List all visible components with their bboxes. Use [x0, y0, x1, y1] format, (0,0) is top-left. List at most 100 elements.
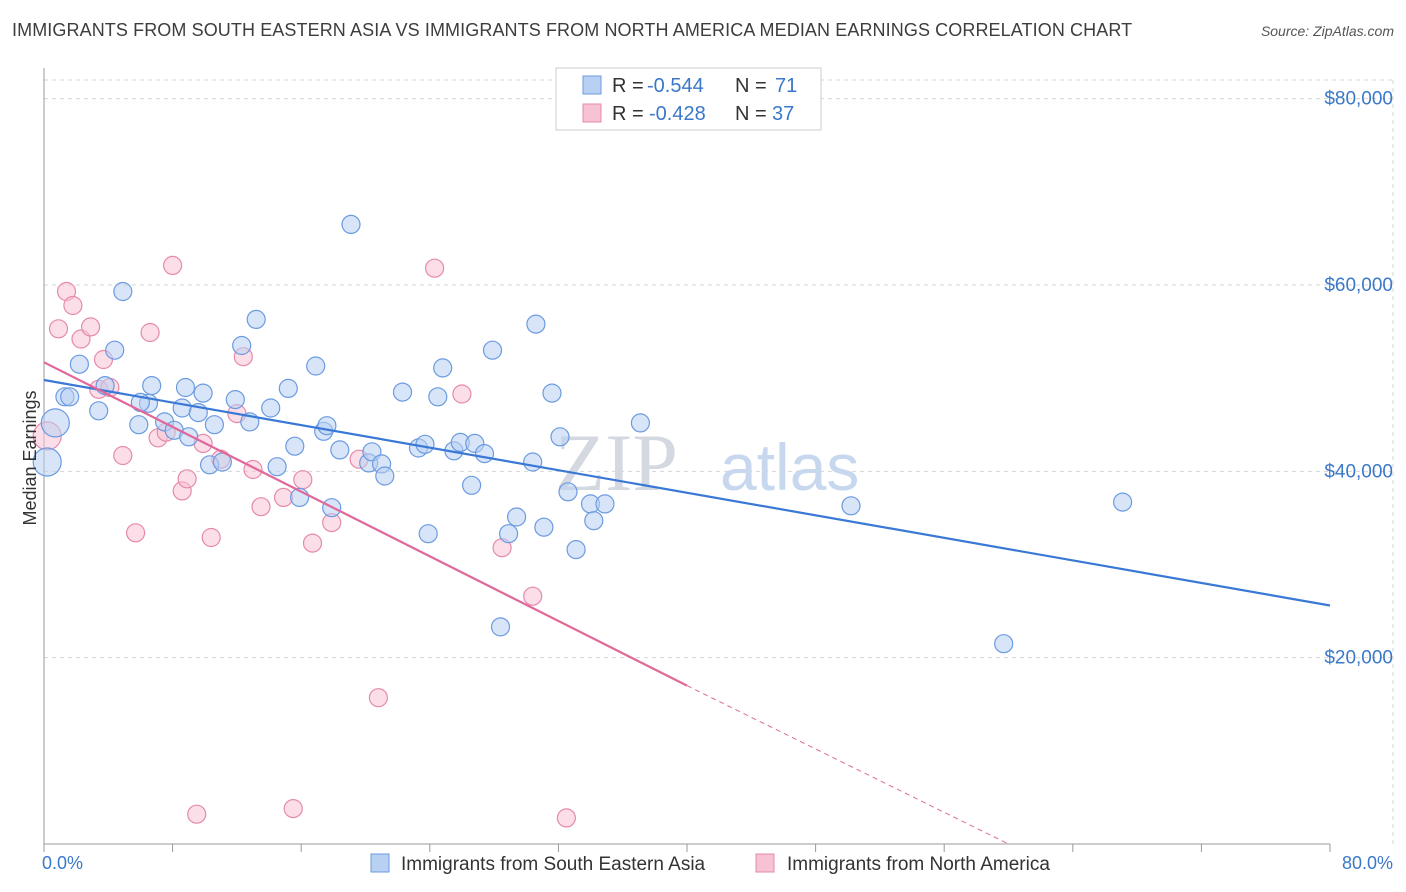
- chart-title: IMMIGRANTS FROM SOUTH EASTERN ASIA VS IM…: [12, 20, 1133, 40]
- point-na-24: [251, 497, 271, 517]
- point-sea-39: [392, 382, 413, 402]
- point-sea-13: [172, 398, 192, 418]
- point-sea-23: [246, 309, 266, 329]
- point-na-35: [523, 586, 543, 606]
- y-tick-label-2: $60,000: [1324, 275, 1393, 296]
- source-credit: Source: ZipAtlas.com: [1260, 23, 1394, 39]
- y-tick-labels: $20,000 $40,000 $60,000 $80,000: [1324, 89, 1393, 669]
- bottom-legend-swatch-pink: [755, 853, 775, 873]
- legend-r-label-1: R =: [612, 75, 644, 97]
- legend-n-label-2: N =: [735, 103, 767, 125]
- point-sea-60: [566, 539, 586, 560]
- point-na-14: [163, 255, 183, 275]
- y-tick-label-0: $20,000: [1324, 648, 1393, 669]
- legend-r-value-2: -0.428: [649, 103, 706, 125]
- point-sea-27: [285, 436, 305, 456]
- point-na-28: [302, 533, 323, 553]
- point-sea-66: [994, 634, 1014, 654]
- point-sea-70: [179, 427, 199, 447]
- point-sea-6: [105, 340, 125, 360]
- gridlines: [44, 79, 1394, 844]
- point-na-26: [283, 798, 303, 819]
- y-tick-label-3: $80,000: [1324, 89, 1393, 110]
- trend-lines: [43, 361, 1331, 845]
- point-na-3: [63, 295, 83, 316]
- point-sea-51: [490, 617, 511, 637]
- trend-line-na-extension: [686, 685, 1009, 845]
- x-tick-label-0: 0.0%: [42, 853, 83, 873]
- point-sea-64: [630, 413, 651, 433]
- y-axis-label: Median Earnings: [20, 390, 40, 525]
- point-sea-52: [499, 524, 519, 544]
- point-sea-3: [60, 387, 80, 407]
- point-na-17: [187, 804, 207, 824]
- point-sea-18: [204, 415, 224, 435]
- point-sea-8: [129, 415, 149, 435]
- point-na-10: [126, 523, 146, 543]
- bottom-legend-swatch-blue: [370, 853, 390, 873]
- watermark-atlas: atlas: [720, 430, 859, 504]
- bottom-legend-label-pink: Immigrants from North America: [787, 854, 1050, 875]
- point-na-1: [48, 319, 69, 339]
- point-sea-33: [330, 440, 350, 460]
- point-sea-49: [474, 444, 495, 464]
- point-na-27: [293, 470, 313, 490]
- point-sea-65: [841, 496, 861, 516]
- point-sea-57: [542, 383, 562, 403]
- point-sea-55: [526, 314, 546, 334]
- x-tick-label-1: 80.0%: [1342, 853, 1393, 873]
- point-na-36: [556, 808, 577, 828]
- point-sea-54: [523, 452, 543, 472]
- point-sea-4: [69, 354, 90, 374]
- point-na-16: [177, 469, 197, 489]
- point-sea-67: [1112, 492, 1133, 512]
- watermark: ZIP atlas: [555, 417, 859, 508]
- point-sea-26: [278, 378, 298, 398]
- point-sea-25: [267, 457, 287, 477]
- point-sea-16: [193, 383, 213, 403]
- trend-line-na: [43, 361, 688, 687]
- legend-swatch-blue: [582, 75, 602, 95]
- point-sea-20: [225, 390, 245, 410]
- point-na-25: [273, 487, 294, 507]
- point-sea-43: [428, 387, 448, 407]
- point-sea-50: [482, 340, 503, 360]
- legend-r-value-1: -0.544: [647, 75, 704, 97]
- point-sea-10: [142, 376, 162, 396]
- point-sea-63: [595, 494, 615, 514]
- y-tick-label-1: $40,000: [1324, 461, 1393, 482]
- point-sea-62: [584, 511, 604, 531]
- point-sea-29: [306, 356, 326, 376]
- points-layer: [32, 214, 1133, 828]
- point-na-9: [113, 445, 133, 466]
- point-sea-41: [415, 434, 435, 454]
- legend-n-value-1: 71: [775, 75, 797, 97]
- point-sea-58: [550, 427, 570, 447]
- point-sea-7: [113, 281, 133, 302]
- bottom-legend-label-blue: Immigrants from South Eastern Asia: [401, 854, 706, 875]
- point-na-5: [80, 317, 101, 337]
- point-na-31: [368, 688, 388, 708]
- point-na-19: [201, 527, 221, 548]
- point-sea-14: [175, 377, 196, 398]
- point-sea-53: [506, 507, 527, 527]
- point-sea-42: [418, 524, 438, 544]
- point-sea-24: [261, 398, 281, 418]
- point-sea-1: [40, 408, 70, 438]
- x-tick-labels: 0.0% 80.0%: [42, 853, 1393, 873]
- legend-n-value-2: 37: [772, 103, 794, 125]
- legend-r-label-2: R =: [612, 103, 644, 125]
- bottom-legend: Immigrants from South Eastern Asia Immig…: [370, 853, 1050, 875]
- legend-box: R = -0.544 N = 71 R = -0.428 N = 37: [555, 67, 822, 131]
- point-sea-38: [375, 466, 395, 486]
- legend-n-label-1: N =: [735, 75, 767, 97]
- point-sea-5: [89, 401, 109, 421]
- point-sea-44: [433, 358, 453, 378]
- point-sea-34: [341, 214, 361, 234]
- point-sea-56: [534, 517, 554, 537]
- point-sea-31: [317, 416, 337, 436]
- point-sea-59: [558, 482, 578, 502]
- point-na-32: [425, 258, 445, 278]
- point-sea-47: [462, 475, 482, 495]
